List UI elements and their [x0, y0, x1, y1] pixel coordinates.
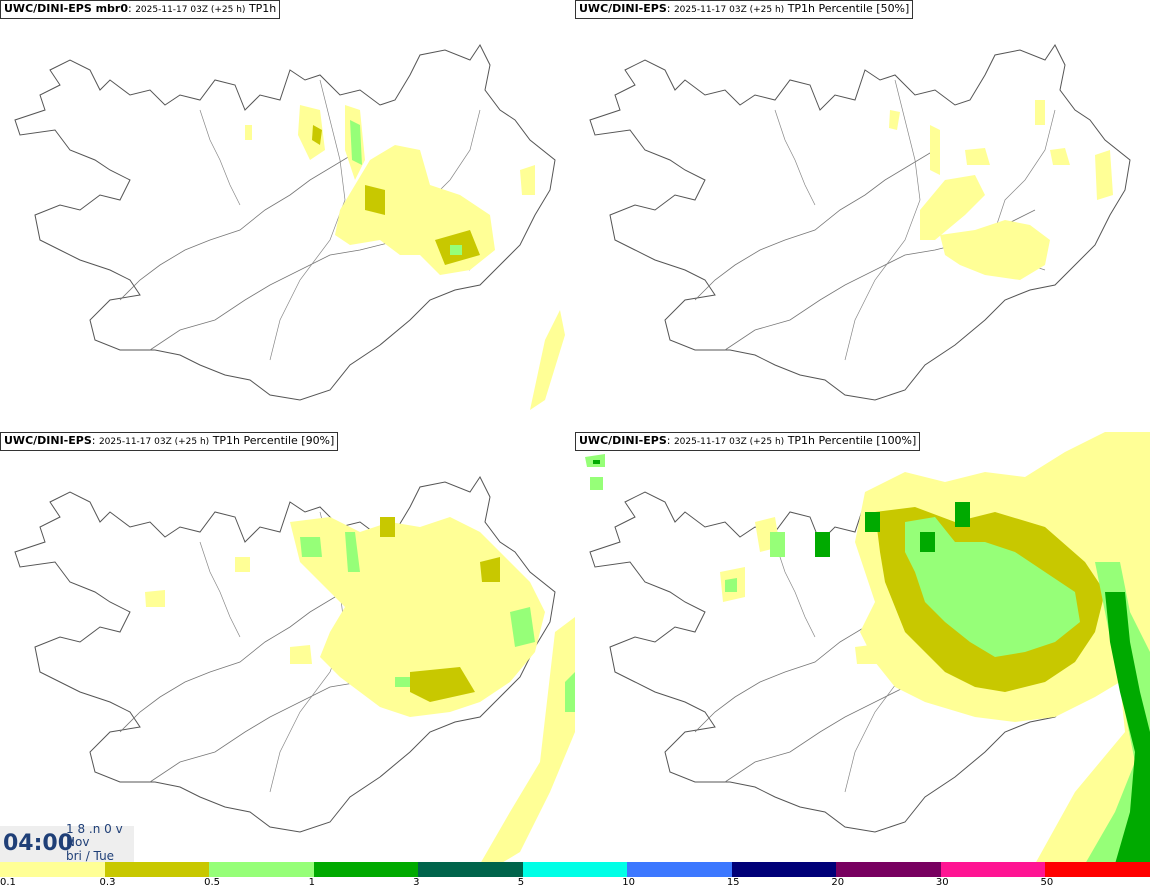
legend-swatch: [522, 862, 628, 877]
map-panel-p100: UWC/DINI-EPS: 2025-11-17 03Z (+25 h) TP1…: [575, 432, 1150, 864]
legend-swatch: [731, 862, 837, 877]
legend-tick-label: 0.3: [99, 877, 116, 888]
legend-tick-label: 0.1: [0, 877, 16, 888]
legend-tick-label: 15: [726, 877, 740, 888]
valid-weekday: bri / Tue: [66, 849, 115, 863]
model-name: UWC/DINI-EPS: [579, 434, 667, 447]
panel-title: UWC/DINI-EPS mbr0: 2025-11-17 03Z (+25 h…: [0, 0, 281, 19]
precip-map: [14, 476, 575, 864]
panel-title: UWC/DINI-EPS: 2025-11-17 03Z (+25 h) TP1…: [575, 432, 921, 451]
map-panel-p50: UWC/DINI-EPS: 2025-11-17 03Z (+25 h) TP1…: [575, 0, 1150, 432]
precip-map: [589, 44, 1131, 401]
precip-legend: [0, 862, 1150, 877]
legend-tick-label: 3: [413, 877, 420, 888]
product-name: TP1h Percentile [100%]: [787, 434, 917, 447]
product-name: TP1h Percentile [50%]: [787, 2, 910, 15]
legend-swatch: [418, 862, 524, 877]
model-name: UWC/DINI-EPS mbr0: [4, 2, 128, 15]
map-panel-p90: UWC/DINI-EPS: 2025-11-17 03Z (+25 h) TP1…: [0, 432, 575, 864]
legend-tick-label: 1: [308, 877, 315, 888]
valid-month: Nov: [66, 835, 90, 849]
panel-title: UWC/DINI-EPS: 2025-11-17 03Z (+25 h) TP1…: [575, 0, 914, 19]
legend-swatch: [940, 862, 1046, 877]
legend-tick-label: 20: [831, 877, 845, 888]
legend-tick-label: 50: [1040, 877, 1054, 888]
precip-areas: [889, 100, 1113, 280]
forecast-time: 2025-11-17 03Z (+25 h): [673, 5, 785, 15]
legend-swatch: [313, 862, 419, 877]
precip-areas: [145, 517, 575, 864]
precip-areas: [585, 432, 1150, 864]
legend-swatch: [836, 862, 942, 877]
precip-areas: [245, 105, 565, 410]
product-name: TP1h Percentile [90%]: [212, 434, 335, 447]
legend-tick-label: 0.5: [204, 877, 220, 888]
precip-map: [585, 432, 1150, 864]
panel-title: UWC/DINI-EPS: 2025-11-17 03Z (+25 h) TP1…: [0, 432, 339, 451]
precip-map: [14, 44, 565, 410]
map-panel-mbr0: UWC/DINI-EPS mbr0: 2025-11-17 03Z (+25 h…: [0, 0, 575, 432]
legend-tick-label: 30: [935, 877, 949, 888]
valid-time: 04:00: [3, 831, 74, 856]
legend-tick-label: 10: [622, 877, 635, 888]
valid-date-fragment: 1 8 .n 0 v ./: [66, 822, 123, 849]
legend-swatch: [1045, 862, 1150, 877]
legend-tick-label: 5: [517, 877, 525, 888]
model-name: UWC/DINI-EPS: [4, 434, 92, 447]
legend-swatch: [0, 862, 106, 877]
forecast-time: 2025-11-17 03Z (+25 h): [98, 437, 210, 447]
product-name: TP1h: [248, 2, 277, 15]
legend-swatch: [627, 862, 733, 877]
legend-swatch: [209, 862, 315, 877]
legend-swatch: [104, 862, 210, 877]
forecast-time: 2025-11-17 03Z (+25 h): [135, 5, 246, 15]
model-name: UWC/DINI-EPS: [579, 2, 667, 15]
valid-time-box: 04:00 1 8 .n 0 v ./ Nov bri / Tue: [0, 822, 134, 863]
forecast-time: 2025-11-17 03Z (+25 h): [673, 437, 785, 447]
